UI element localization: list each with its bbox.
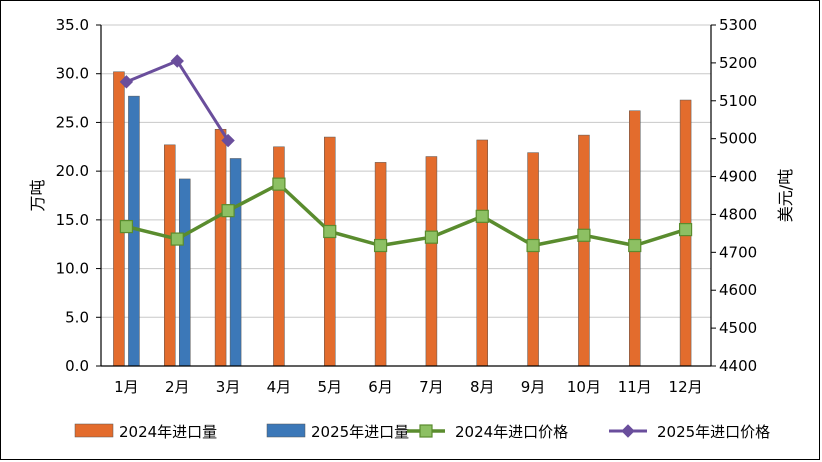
legend-swatch bbox=[74, 423, 114, 438]
x-tick-label: 3月 bbox=[216, 378, 241, 396]
y-right-tick-label: 5000 bbox=[719, 130, 757, 148]
gridlines bbox=[101, 24, 711, 318]
diamond-marker bbox=[119, 75, 134, 89]
line-series bbox=[119, 54, 693, 253]
y-left-tick-label: 35.0 bbox=[56, 16, 89, 34]
x-tick-label: 11月 bbox=[618, 378, 652, 396]
y-left-tick-label: 10.0 bbox=[56, 260, 89, 278]
bar bbox=[179, 178, 191, 367]
y-axis-right-title: 美元/吨 bbox=[776, 169, 795, 222]
y-right-tick-label: 5300 bbox=[719, 16, 757, 34]
diamond-marker bbox=[170, 54, 184, 68]
y-left-tick-label: 30.0 bbox=[56, 65, 89, 83]
y-right-tick-label: 4600 bbox=[719, 281, 757, 299]
square-marker bbox=[526, 238, 540, 253]
square-marker bbox=[678, 223, 693, 237]
x-tick-label: 9月 bbox=[521, 378, 546, 396]
x-tick-label: 7月 bbox=[419, 378, 444, 396]
bar bbox=[164, 144, 176, 367]
x-tick-label: 4月 bbox=[267, 378, 292, 396]
legend-label: 2024年进口量 bbox=[119, 423, 217, 441]
tick-labels: 0.0 5.0 10.0 15.0 20.0 25.0 30.0 35.0 4400 4500 46… bbox=[56, 16, 758, 396]
bar bbox=[527, 152, 539, 367]
square-marker bbox=[628, 238, 642, 253]
y-left-tick-label: 25.0 bbox=[56, 113, 89, 131]
bar bbox=[229, 158, 242, 367]
axes bbox=[96, 24, 716, 367]
y-right-tick-label: 4800 bbox=[719, 205, 757, 223]
legend-swatch bbox=[266, 423, 306, 438]
y-right-tick-label: 5100 bbox=[719, 92, 757, 110]
bar bbox=[324, 136, 336, 367]
y-right-tick-label: 4700 bbox=[719, 243, 757, 261]
bar bbox=[476, 139, 488, 367]
square-marker bbox=[323, 224, 337, 239]
square-marker bbox=[119, 219, 134, 234]
square-marker bbox=[170, 232, 184, 246]
bar bbox=[425, 156, 438, 367]
diamond-marker bbox=[221, 133, 235, 148]
legend-marker bbox=[419, 424, 433, 438]
legend: 2024年进口量 2025年进口量 2024年进口价格 2025年进口价格 bbox=[74, 423, 770, 441]
legend-label: 2024年进口价格 bbox=[455, 423, 568, 441]
y-right-tick-label: 4500 bbox=[719, 319, 757, 337]
legend-marker bbox=[621, 424, 635, 438]
series-line bbox=[125, 182, 687, 248]
x-tick-label: 6月 bbox=[368, 378, 393, 396]
y-right-tick-label: 5200 bbox=[719, 54, 757, 72]
bar-series bbox=[113, 71, 692, 367]
square-marker bbox=[221, 204, 235, 218]
square-marker bbox=[373, 238, 388, 253]
legend-label: 2025年进口价格 bbox=[657, 423, 770, 441]
square-marker bbox=[272, 177, 286, 191]
y-right-tick-label: 4400 bbox=[719, 357, 757, 375]
series-line bbox=[125, 59, 230, 142]
x-tick-label: 2月 bbox=[165, 378, 190, 396]
bar bbox=[578, 134, 590, 367]
bar bbox=[629, 110, 641, 367]
y-left-tick-label: 5.0 bbox=[65, 308, 89, 326]
x-tick-label: 12月 bbox=[669, 378, 703, 396]
x-tick-label: 5月 bbox=[317, 378, 342, 396]
square-marker bbox=[577, 228, 591, 242]
x-tick-label: 8月 bbox=[470, 378, 495, 396]
legend-label: 2025年进口量 bbox=[311, 423, 409, 441]
square-marker bbox=[475, 209, 489, 223]
x-tick-label: 10月 bbox=[567, 378, 601, 396]
bar bbox=[214, 128, 227, 367]
x-tick-label: 1月 bbox=[114, 378, 139, 396]
bar bbox=[113, 71, 125, 367]
y-axis-left-title: 万吨 bbox=[28, 179, 47, 211]
y-left-tick-label: 0.0 bbox=[65, 357, 89, 375]
y-right-tick-label: 4900 bbox=[719, 168, 757, 186]
y-left-tick-label: 15.0 bbox=[56, 211, 89, 229]
y-left-tick-label: 20.0 bbox=[56, 162, 89, 180]
bar bbox=[374, 162, 387, 367]
square-marker bbox=[424, 230, 439, 244]
